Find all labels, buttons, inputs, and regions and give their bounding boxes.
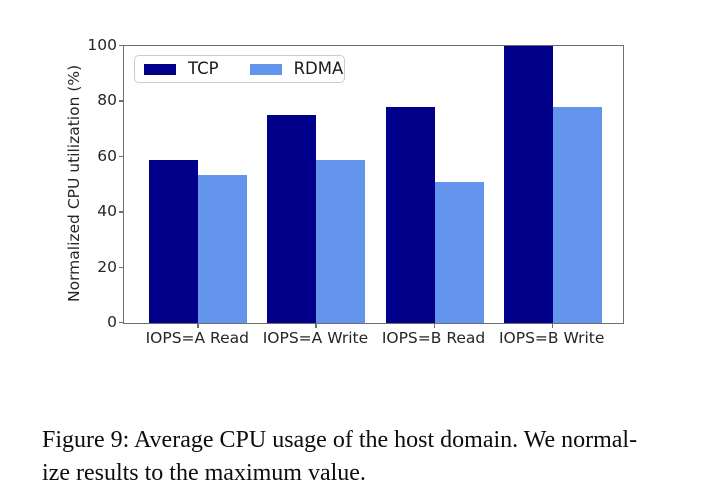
x-tick-mark xyxy=(315,323,317,328)
legend-label-tcp: TCP xyxy=(188,58,219,78)
y-tick-label-100: 100 xyxy=(87,36,117,54)
figure-caption: Figure 9: Average CPU usage of the host … xyxy=(42,424,692,490)
bar-tcp-iops-b-write xyxy=(503,46,553,323)
bar-rdma-iops-a-write xyxy=(316,159,366,323)
bar-tcp-iops-a-read xyxy=(149,159,199,323)
y-tick-mark xyxy=(119,100,123,102)
legend-swatch-tcp xyxy=(144,63,176,75)
y-tick-label-40: 40 xyxy=(97,202,117,221)
y-tick-label-80: 80 xyxy=(97,91,117,110)
plot-area: TCP RDMA xyxy=(123,45,624,324)
x-tick-mark xyxy=(551,323,554,328)
y-tick-label-0: 0 xyxy=(107,313,117,331)
x-tick-mark xyxy=(197,323,199,328)
legend-entry-tcp: TCP xyxy=(144,58,219,78)
x-tick-label-iops-a-write: IOPS=A Write xyxy=(262,329,369,347)
legend-label-rdma: RDMA xyxy=(293,58,344,78)
y-tick-label-60: 60 xyxy=(97,146,117,165)
caption-line: Figure 9: Average CPU usage of the host … xyxy=(42,427,638,453)
bar-rdma-iops-a-read xyxy=(198,174,248,323)
legend-entry-rdma: RDMA xyxy=(249,58,344,78)
bar-rdma-iops-b-write xyxy=(552,106,602,323)
y-tick-mark xyxy=(119,322,123,324)
x-tick-mark xyxy=(433,323,435,328)
x-tick-label-iops-b-write: IOPS=B Write xyxy=(498,329,605,347)
bar-rdma-iops-b-read xyxy=(434,181,484,323)
y-tick-label-20: 20 xyxy=(97,257,117,276)
y-tick-mark xyxy=(119,266,123,268)
y-axis-label: Normalized CPU utilization (%) xyxy=(65,64,83,303)
y-tick-mark xyxy=(119,45,123,47)
caption-line: ize results to the maximum value. xyxy=(42,460,366,486)
bar-tcp-iops-a-write xyxy=(267,115,317,323)
legend: TCP RDMA xyxy=(134,55,345,83)
y-tick-mark xyxy=(119,211,123,213)
legend-swatch-rdma xyxy=(249,63,282,75)
y-tick-mark xyxy=(119,155,123,158)
x-tick-label-iops-b-read: IOPS=B Read xyxy=(381,329,486,347)
bar-tcp-iops-b-read xyxy=(385,106,435,323)
x-tick-label-iops-a-read: IOPS=A Read xyxy=(145,329,249,347)
